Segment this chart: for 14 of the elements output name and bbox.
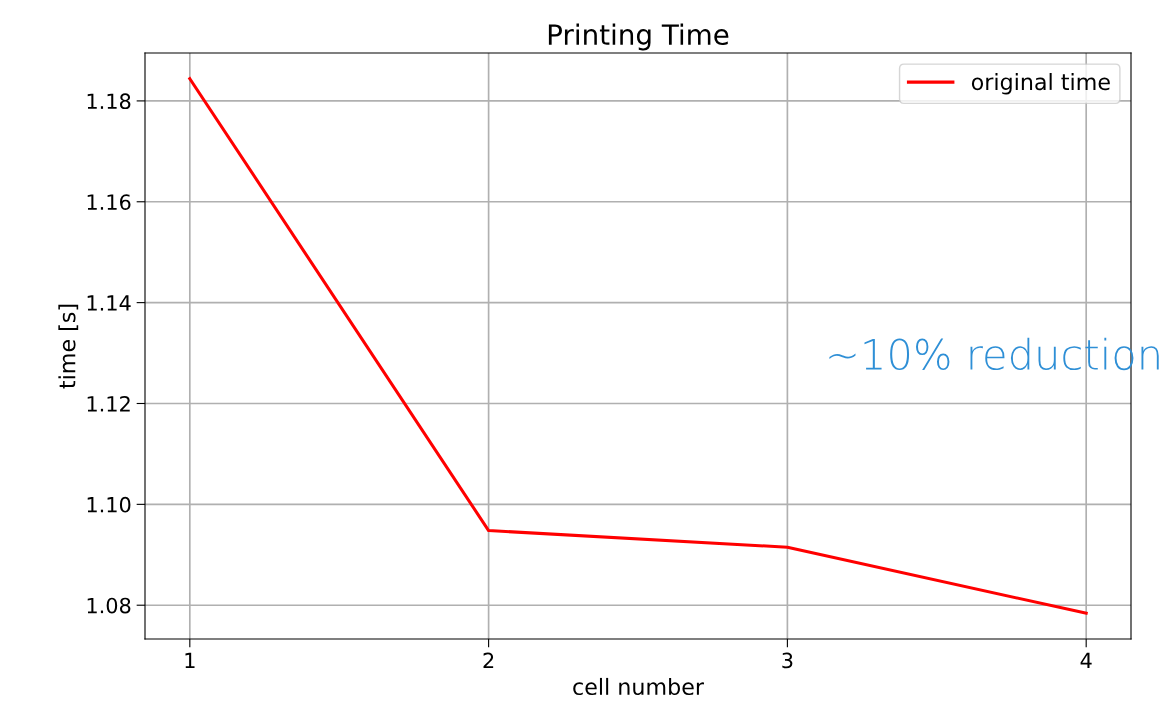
y-tick-label: 1.12 <box>87 395 130 412</box>
x-tick-label: 3 <box>782 652 793 669</box>
legend-label: original time <box>971 73 1110 95</box>
y-tick-label: 1.16 <box>87 194 131 210</box>
x-tick-label: 4 <box>1080 652 1092 669</box>
y-axis-title: time [s] <box>58 304 79 389</box>
x-tick-label: 2 <box>483 652 494 669</box>
y-tick-label: 1.10 <box>87 496 131 513</box>
y-tick-label: 1.14 <box>87 295 131 311</box>
chart-title: Printing Time <box>548 23 729 51</box>
x-tick-label: 1 <box>185 652 195 669</box>
x-axis-title: cell number <box>573 677 705 696</box>
y-tick-label: 1.08 <box>87 597 131 614</box>
y-tick-label: 1.18 <box>87 93 131 110</box>
